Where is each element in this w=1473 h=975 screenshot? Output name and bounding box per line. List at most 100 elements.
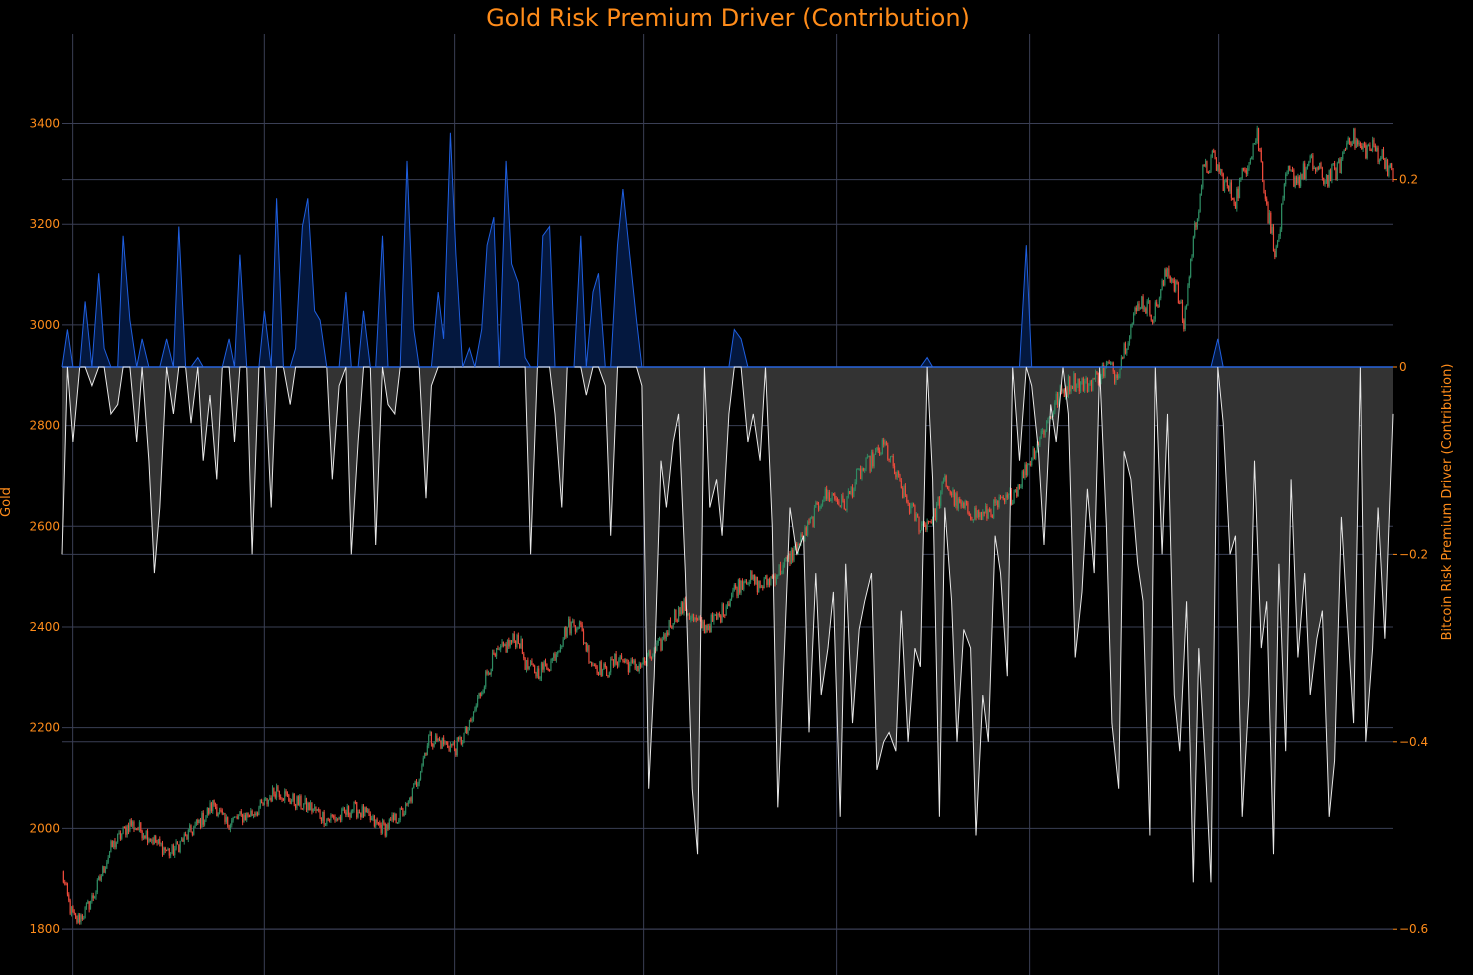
- gold-candle: [383, 820, 385, 824]
- gold-candle: [817, 503, 820, 510]
- gold-candle: [892, 456, 894, 466]
- gold-candle: [865, 457, 867, 469]
- gold-candle: [472, 711, 475, 720]
- gold-candle: [1343, 149, 1345, 153]
- gold-candle: [625, 659, 627, 662]
- gold-candle: [997, 500, 999, 508]
- contribution-negative-area: [62, 367, 1393, 883]
- gold-candle: [136, 828, 138, 830]
- gold-candle: [695, 617, 697, 620]
- gold-candle: [1376, 147, 1378, 152]
- gold-candle: [1082, 378, 1084, 391]
- gold-candle: [717, 613, 719, 620]
- gold-candle: [755, 576, 757, 585]
- gold-candle: [1316, 167, 1318, 171]
- gold-candle: [452, 742, 454, 746]
- gold-candle: [132, 821, 134, 826]
- gold-candle: [444, 741, 446, 745]
- gold-candle: [1240, 177, 1242, 181]
- gold-candle: [778, 564, 780, 576]
- gold-candle: [174, 848, 176, 856]
- gold-candle: [77, 914, 79, 923]
- gold-candle: [244, 815, 246, 821]
- gold-candle: [991, 515, 993, 518]
- gold-candle: [816, 502, 818, 504]
- gold-candle: [1116, 374, 1118, 379]
- gold-candle: [616, 663, 619, 666]
- gold-candle: [1067, 376, 1069, 396]
- gold-candle: [152, 839, 154, 844]
- gold-candle: [936, 503, 938, 520]
- gold-candle: [599, 661, 601, 675]
- gold-candle: [561, 645, 563, 648]
- gold-candle: [557, 651, 559, 655]
- gold-candle: [1115, 374, 1117, 383]
- gold-candle: [199, 819, 202, 828]
- gold-candle: [842, 495, 844, 501]
- gold-candle: [299, 796, 301, 806]
- gold-candle: [664, 634, 666, 639]
- gold-candle: [663, 634, 665, 640]
- gold-candle: [725, 606, 727, 616]
- gold-candle: [214, 804, 217, 807]
- gold-candle: [339, 816, 342, 821]
- gold-candle: [1229, 182, 1231, 192]
- gold-candle: [491, 652, 494, 669]
- gold-candle: [860, 468, 862, 479]
- gold-candle: [881, 439, 883, 455]
- gold-candle: [1361, 146, 1363, 150]
- gold-candle: [113, 840, 115, 848]
- gold-candle: [756, 576, 758, 593]
- gold-candle: [87, 901, 89, 904]
- gold-candle: [884, 441, 886, 445]
- gold-candle: [525, 660, 528, 670]
- gold-candle: [341, 809, 343, 821]
- contribution-line-layer: [61, 132, 1394, 883]
- gold-candle: [398, 820, 400, 823]
- gold-candle: [274, 794, 276, 798]
- gold-candle: [653, 647, 655, 656]
- gold-candle: [411, 787, 413, 802]
- gold-candle: [259, 799, 261, 808]
- gold-candle: [683, 598, 685, 614]
- gold-candle: [1024, 464, 1026, 479]
- gold-candle: [201, 812, 203, 828]
- gold-candle: [205, 815, 207, 821]
- gold-candle: [957, 499, 959, 509]
- gold-candle: [711, 614, 714, 622]
- gold-candle: [433, 743, 435, 747]
- gold-candle: [993, 499, 995, 518]
- gold-candle: [1153, 318, 1155, 323]
- gold-candle: [1198, 211, 1200, 219]
- gold-candle: [1325, 174, 1328, 182]
- gold-candle: [440, 740, 442, 749]
- gold-candle: [190, 825, 192, 832]
- gold-candle: [224, 813, 226, 822]
- gold-candle: [1348, 137, 1351, 142]
- gold-candle: [809, 517, 811, 524]
- gold-candle: [876, 447, 878, 451]
- gold-candle: [735, 585, 737, 589]
- gold-candle: [835, 498, 837, 500]
- gold-candle: [563, 626, 566, 640]
- gold-candle: [1027, 464, 1029, 476]
- gold-candle: [542, 663, 544, 670]
- gold-candle: [641, 664, 643, 668]
- gold-candle: [1168, 268, 1170, 277]
- gold-candle: [1109, 363, 1112, 365]
- gold-candle: [804, 527, 806, 542]
- gold-candle: [256, 812, 259, 816]
- gold-candle: [1012, 502, 1014, 505]
- gold-candle: [1206, 161, 1208, 172]
- gold-candle: [775, 576, 777, 584]
- gold-candle: [391, 814, 393, 820]
- gold-candle: [584, 642, 586, 644]
- gold-candle: [855, 469, 858, 482]
- gold-candle: [1257, 128, 1260, 149]
- gold-candle: [233, 816, 236, 818]
- gold-candle: [1328, 170, 1330, 187]
- gold-candle: [828, 492, 830, 502]
- gold-candle: [987, 509, 989, 519]
- gold-candle: [1336, 163, 1338, 181]
- gold-candle: [468, 719, 471, 731]
